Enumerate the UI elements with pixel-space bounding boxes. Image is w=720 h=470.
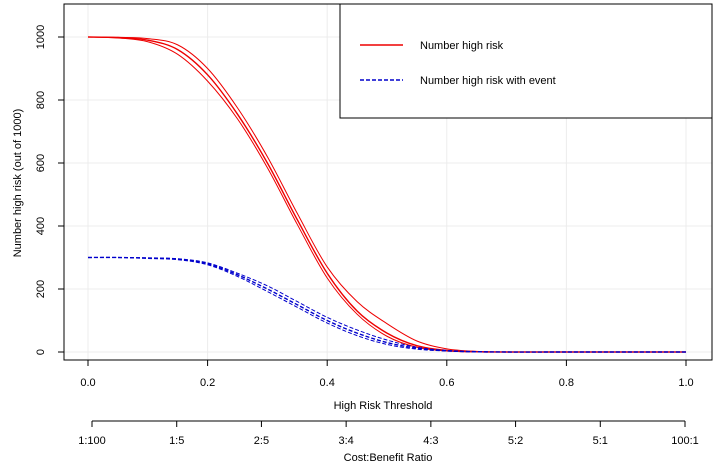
x-tick-label: 0.8 [559,377,574,389]
secondary-tick-label: 3:4 [338,435,353,447]
legend-box [339,3,713,119]
y-tick-label: 400 [35,217,47,235]
y-tick-label: 1000 [35,25,47,49]
x-tick-label: 0.6 [439,377,454,389]
secondary-axis-label: Cost:Benefit Ratio [344,452,433,464]
secondary-tick-label: 4:3 [423,435,438,447]
x-tick-label: 1.0 [678,377,693,389]
series-line-number-high-risk-with-event [87,256,686,353]
secondary-tick-label: 5:2 [508,435,523,447]
legend-label: Number high risk [420,40,504,52]
y-tick-label: 800 [35,91,47,109]
series-line-number-high-risk-with-event-lower [87,256,686,353]
y-tick-label: 0 [35,349,47,355]
legend-label: Number high risk with event [420,75,556,87]
secondary-tick-label: 100:1 [671,435,699,447]
secondary-tick-label: 2:5 [254,435,269,447]
y-axis-label: Number high risk (out of 1000) [12,109,24,258]
x-axis-label: High Risk Threshold [334,400,433,412]
series-lines [87,36,686,353]
secondary-tick-label: 1:5 [169,435,184,447]
legend: Number high risk Number high risk with ev… [339,3,713,119]
x-tick-label: 0.2 [200,377,215,389]
secondary-tick-label: 5:1 [593,435,608,447]
series-line-number-high-risk-with-event-upper [87,256,686,353]
x-tick-label: 0.4 [320,377,335,389]
x-tick-label: 0.0 [80,377,95,389]
y-tick-label: 600 [35,154,47,172]
y-tick-label: 200 [35,280,47,298]
secondary-tick-label: 1:100 [78,435,106,447]
